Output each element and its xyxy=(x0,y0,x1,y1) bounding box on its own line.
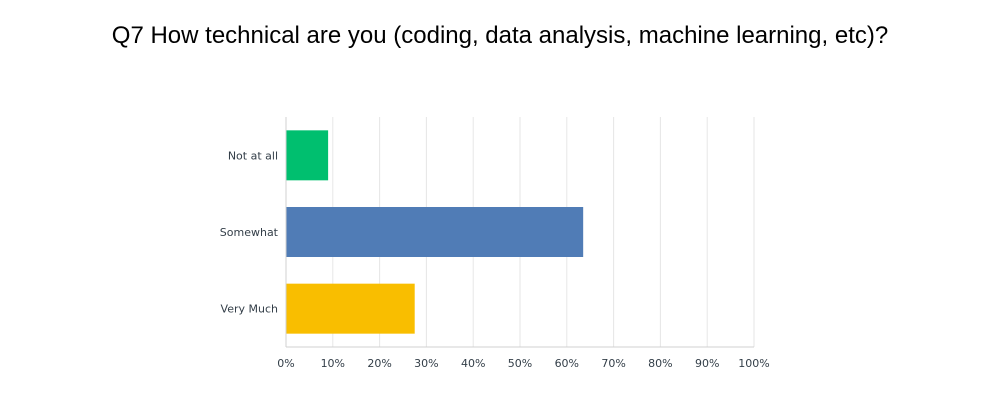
labels: 0% 10% 20% 30% 40% 50% 60% 70% 80% 90% 100% Not at … xyxy=(220,149,770,370)
x-tick-label: 90% xyxy=(695,357,719,370)
x-tick-label: 80% xyxy=(648,357,672,370)
x-tick-label: 50% xyxy=(508,357,532,370)
x-tick-label: 40% xyxy=(461,357,485,370)
category-label: Not at all xyxy=(228,149,278,162)
x-tick-label: 10% xyxy=(321,357,345,370)
x-tick-label: 70% xyxy=(601,357,625,370)
bars xyxy=(286,130,584,334)
category-label: Very Much xyxy=(221,303,278,316)
x-tick-label: 0% xyxy=(277,357,294,370)
axes xyxy=(285,117,754,348)
x-tick-label: 100% xyxy=(738,357,769,370)
category-label: Somewhat xyxy=(220,226,279,239)
x-tick-label: 20% xyxy=(367,357,391,370)
bar-somewhat xyxy=(286,207,584,257)
bar-not-at-all xyxy=(286,130,329,181)
x-tick-label: 60% xyxy=(555,357,579,370)
chart-title: Q7 How technical are you (coding, data a… xyxy=(111,22,889,49)
bar-very-much xyxy=(286,283,415,334)
x-tick-label: 30% xyxy=(414,357,438,370)
